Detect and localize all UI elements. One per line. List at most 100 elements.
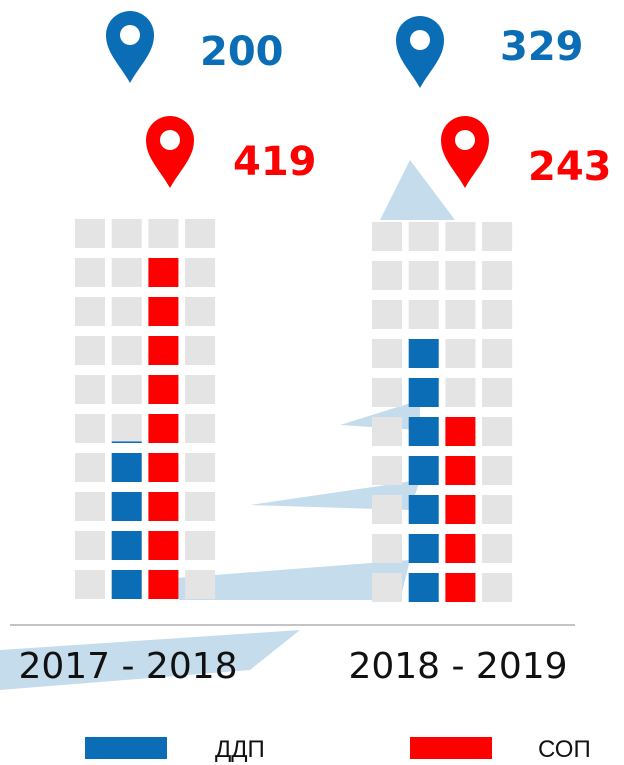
legend-label: СОП bbox=[538, 736, 591, 763]
value-label: 329 bbox=[500, 24, 584, 70]
filled-cell bbox=[148, 453, 179, 482]
empty-cell bbox=[111, 297, 142, 326]
empty-cell bbox=[75, 453, 105, 482]
value-label: 419 bbox=[233, 139, 317, 185]
empty-cell bbox=[372, 261, 402, 290]
empty-cell bbox=[75, 297, 105, 326]
location-pin bbox=[441, 116, 489, 188]
empty-cell bbox=[482, 573, 513, 602]
empty-cell bbox=[408, 300, 439, 329]
filled-cell bbox=[148, 414, 179, 443]
empty-cell bbox=[372, 495, 402, 524]
filled-cell bbox=[408, 534, 439, 563]
filled-cell bbox=[148, 297, 179, 326]
filled-cell bbox=[408, 339, 439, 368]
empty-cell bbox=[148, 219, 179, 248]
empty-cell bbox=[111, 414, 142, 443]
empty-cell bbox=[408, 261, 439, 290]
empty-cell bbox=[372, 534, 402, 563]
empty-cell bbox=[185, 570, 216, 599]
location-pin bbox=[146, 116, 194, 188]
empty-cell bbox=[482, 222, 513, 251]
empty-cell bbox=[482, 417, 513, 446]
filled-cell bbox=[445, 534, 476, 563]
filled-cell bbox=[111, 570, 142, 599]
filled-cell bbox=[111, 441, 142, 443]
filled-cell bbox=[408, 417, 439, 446]
filled-cell bbox=[148, 336, 179, 365]
bar bbox=[445, 417, 476, 602]
empty-cell bbox=[372, 378, 402, 407]
filled-cell bbox=[148, 375, 179, 404]
filled-cell bbox=[148, 531, 179, 560]
empty-cell bbox=[445, 300, 476, 329]
filled-cell bbox=[148, 570, 179, 599]
bar bbox=[111, 441, 142, 599]
empty-cell bbox=[75, 375, 105, 404]
empty-cell bbox=[75, 492, 105, 521]
filled-cell bbox=[408, 495, 439, 524]
legend-swatch bbox=[410, 737, 492, 759]
empty-cell bbox=[372, 300, 402, 329]
empty-cell bbox=[482, 339, 513, 368]
filled-cell bbox=[445, 495, 476, 524]
empty-cell bbox=[372, 573, 402, 602]
filled-cell bbox=[111, 453, 142, 482]
filled-cell bbox=[445, 573, 476, 602]
empty-cell bbox=[372, 339, 402, 368]
empty-cell bbox=[185, 531, 216, 560]
filled-cell bbox=[148, 492, 179, 521]
empty-cell bbox=[75, 531, 105, 560]
filled-cell bbox=[445, 456, 476, 485]
legend-label: ДДП bbox=[215, 736, 265, 763]
empty-cell bbox=[482, 300, 513, 329]
x-tick-label: 2017 - 2018 bbox=[18, 646, 237, 687]
filled-cell bbox=[445, 417, 476, 446]
empty-cell bbox=[372, 222, 402, 251]
bar bbox=[408, 339, 439, 602]
filled-cell bbox=[111, 492, 142, 521]
empty-cell bbox=[185, 297, 216, 326]
empty-cell bbox=[111, 219, 142, 248]
empty-cell bbox=[372, 456, 402, 485]
empty-cell bbox=[185, 336, 216, 365]
empty-cell bbox=[482, 456, 513, 485]
empty-cell bbox=[75, 570, 105, 599]
empty-cell bbox=[111, 258, 142, 287]
empty-cell bbox=[185, 219, 216, 248]
value-label: 243 bbox=[528, 144, 612, 190]
empty-cell bbox=[75, 414, 105, 443]
filled-cell bbox=[111, 531, 142, 560]
empty-cell bbox=[185, 414, 216, 443]
empty-cell bbox=[408, 222, 439, 251]
value-label: 200 bbox=[200, 29, 284, 75]
bar bbox=[148, 258, 179, 599]
empty-cell bbox=[482, 378, 513, 407]
empty-cell bbox=[445, 261, 476, 290]
empty-cell bbox=[75, 219, 105, 248]
empty-cell bbox=[185, 375, 216, 404]
empty-cell bbox=[372, 417, 402, 446]
filled-cell bbox=[408, 456, 439, 485]
empty-cell bbox=[482, 261, 513, 290]
filled-cell bbox=[408, 573, 439, 602]
empty-cell bbox=[185, 258, 216, 287]
empty-cell bbox=[185, 492, 216, 521]
empty-cell bbox=[482, 495, 513, 524]
empty-cell bbox=[445, 222, 476, 251]
empty-cell bbox=[75, 258, 105, 287]
empty-cell bbox=[445, 378, 476, 407]
location-pin bbox=[396, 16, 444, 88]
empty-cell bbox=[111, 336, 142, 365]
x-tick-label: 2018 - 2019 bbox=[348, 646, 567, 687]
legend-swatch bbox=[85, 737, 167, 759]
empty-cell bbox=[482, 534, 513, 563]
empty-cell bbox=[111, 375, 142, 404]
empty-cell bbox=[445, 339, 476, 368]
empty-cell bbox=[75, 336, 105, 365]
empty-cell bbox=[185, 453, 216, 482]
filled-cell bbox=[148, 258, 179, 287]
filled-cell bbox=[408, 378, 439, 407]
location-pin bbox=[106, 11, 154, 83]
